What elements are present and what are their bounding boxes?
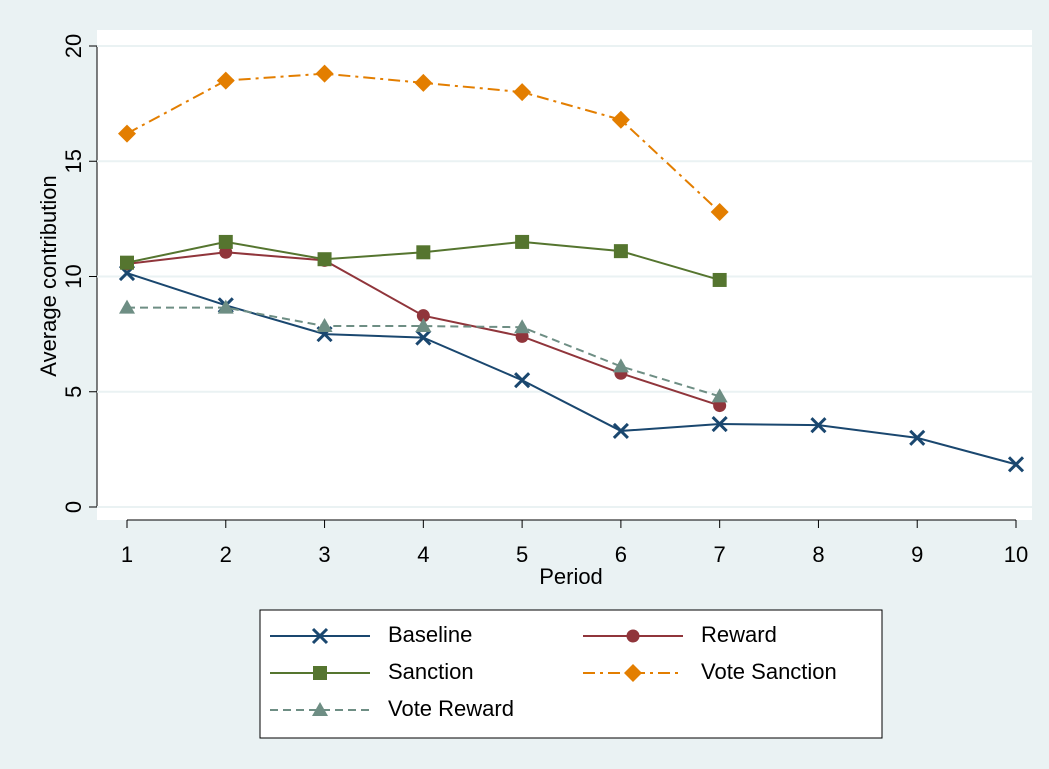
x-tick-label: 8 xyxy=(812,542,824,567)
x-tick-label: 9 xyxy=(911,542,923,567)
legend-marker xyxy=(626,629,640,643)
series-line xyxy=(126,272,1017,466)
x-tick-label: 3 xyxy=(318,542,330,567)
legend-label: Vote Sanction xyxy=(701,659,837,684)
data-point xyxy=(219,245,233,259)
y-axis-label: Average contribution xyxy=(36,175,61,376)
legend-marker xyxy=(311,627,329,645)
legend-label: Reward xyxy=(701,622,777,647)
data-point xyxy=(515,234,530,249)
x-tick-label: 5 xyxy=(516,542,528,567)
data-point xyxy=(216,71,235,90)
data-point xyxy=(711,388,728,403)
plot-area xyxy=(97,30,1032,520)
data-point xyxy=(612,422,629,439)
data-point xyxy=(315,64,334,83)
data-point xyxy=(415,329,432,346)
x-tick-label: 1 xyxy=(121,542,133,567)
data-point xyxy=(217,299,234,314)
data-point xyxy=(317,252,332,267)
y-tick-label: 20 xyxy=(61,34,86,58)
legend-label: Baseline xyxy=(388,622,472,647)
legend-marker xyxy=(312,702,328,716)
y-tick-label: 5 xyxy=(61,386,86,398)
data-point xyxy=(119,299,135,314)
data-point xyxy=(513,83,532,102)
data-point xyxy=(710,202,729,221)
data-point xyxy=(416,245,431,260)
data-point xyxy=(909,429,926,446)
data-point xyxy=(514,319,531,334)
legend-marker xyxy=(624,664,642,682)
legend-marker xyxy=(313,666,327,680)
x-tick-label: 6 xyxy=(615,542,627,567)
y-tick-label: 0 xyxy=(61,501,86,513)
data-point xyxy=(613,244,628,259)
data-point xyxy=(514,372,531,389)
x-tick-label: 7 xyxy=(714,542,726,567)
data-point xyxy=(1007,456,1025,473)
data-point xyxy=(416,309,430,323)
legend-label: Sanction xyxy=(388,659,474,684)
x-axis-label: Period xyxy=(539,564,603,589)
data-point xyxy=(414,73,433,92)
data-point xyxy=(118,124,136,143)
x-tick-label: 2 xyxy=(220,542,232,567)
data-point xyxy=(810,417,827,434)
x-tick-label: 4 xyxy=(417,542,429,567)
x-tick-label: 10 xyxy=(1004,542,1028,567)
data-point xyxy=(711,415,728,433)
data-point xyxy=(712,272,727,287)
legend-label: Vote Reward xyxy=(388,696,514,721)
data-point xyxy=(316,318,333,333)
data-point xyxy=(218,234,233,249)
data-point xyxy=(120,255,134,270)
data-point xyxy=(611,110,630,129)
data-point xyxy=(415,318,432,333)
data-point xyxy=(612,358,629,373)
y-tick-label: 15 xyxy=(61,149,86,173)
y-tick-label: 10 xyxy=(61,264,86,288)
